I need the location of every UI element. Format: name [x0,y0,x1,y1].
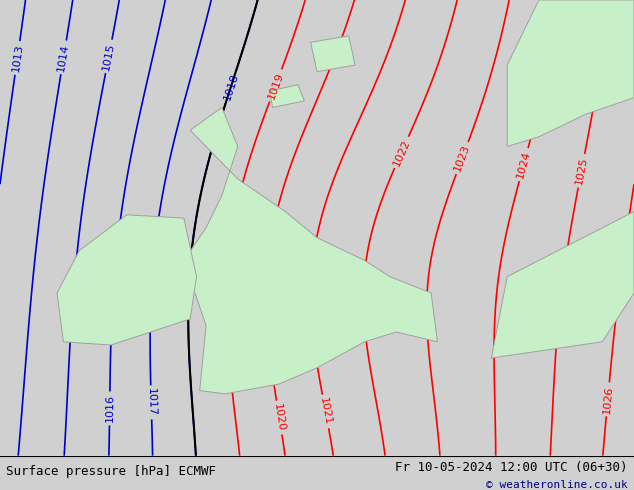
Text: 1017: 1017 [146,388,157,416]
Text: 1018: 1018 [222,72,240,102]
Text: © weatheronline.co.uk: © weatheronline.co.uk [486,480,628,490]
Text: 1019: 1019 [266,71,285,100]
Polygon shape [269,85,304,107]
Polygon shape [491,212,634,358]
Text: 1020: 1020 [272,403,287,432]
Text: 1014: 1014 [56,43,71,72]
Text: 1022: 1022 [391,138,411,168]
Text: 1024: 1024 [515,149,532,179]
Text: 1015: 1015 [101,42,116,71]
Text: 1021: 1021 [318,397,333,426]
Text: 1025: 1025 [574,156,589,185]
Text: 1026: 1026 [602,385,614,414]
Polygon shape [507,0,634,147]
Text: Surface pressure [hPa] ECMWF: Surface pressure [hPa] ECMWF [6,465,216,478]
Polygon shape [311,36,355,72]
Text: Fr 10-05-2024 12:00 UTC (06+30): Fr 10-05-2024 12:00 UTC (06+30) [395,461,628,474]
Text: 1023: 1023 [453,143,472,173]
Polygon shape [184,107,437,394]
Text: 1016: 1016 [105,394,115,422]
Text: 1013: 1013 [11,43,24,73]
Polygon shape [57,215,197,345]
